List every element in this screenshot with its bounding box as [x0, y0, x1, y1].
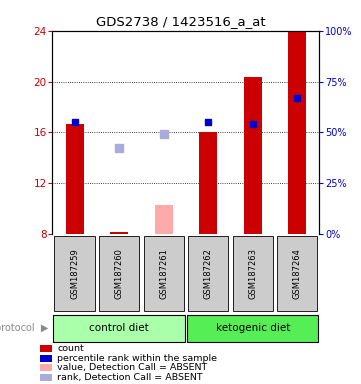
Text: value, Detection Call = ABSENT: value, Detection Call = ABSENT — [57, 363, 208, 372]
Bar — [232, 236, 273, 311]
Text: GDS2738 / 1423516_a_at: GDS2738 / 1423516_a_at — [96, 15, 265, 28]
Text: GSM187262: GSM187262 — [204, 248, 213, 299]
Bar — [53, 315, 185, 342]
Bar — [99, 236, 139, 311]
Bar — [66, 124, 83, 234]
Bar — [40, 364, 52, 371]
Text: GSM187260: GSM187260 — [115, 248, 123, 299]
Bar — [40, 345, 52, 352]
Bar — [40, 374, 52, 381]
Text: control diet: control diet — [89, 323, 149, 333]
Text: count: count — [57, 344, 84, 353]
Bar — [155, 205, 173, 234]
Bar — [110, 232, 128, 234]
Bar — [288, 31, 306, 234]
Text: GSM187263: GSM187263 — [248, 248, 257, 299]
Bar — [199, 132, 217, 234]
Bar — [244, 76, 262, 234]
Text: GSM187261: GSM187261 — [159, 248, 168, 299]
Text: protocol  ▶: protocol ▶ — [0, 323, 49, 333]
Text: GSM187264: GSM187264 — [293, 248, 302, 299]
Bar — [277, 236, 317, 311]
Bar — [187, 315, 318, 342]
Bar — [188, 236, 228, 311]
Text: rank, Detection Call = ABSENT: rank, Detection Call = ABSENT — [57, 373, 203, 382]
Bar — [40, 355, 52, 362]
Bar — [55, 236, 95, 311]
Text: ketogenic diet: ketogenic diet — [216, 323, 290, 333]
Text: percentile rank within the sample: percentile rank within the sample — [57, 354, 217, 362]
Bar — [144, 236, 184, 311]
Text: GSM187259: GSM187259 — [70, 248, 79, 299]
